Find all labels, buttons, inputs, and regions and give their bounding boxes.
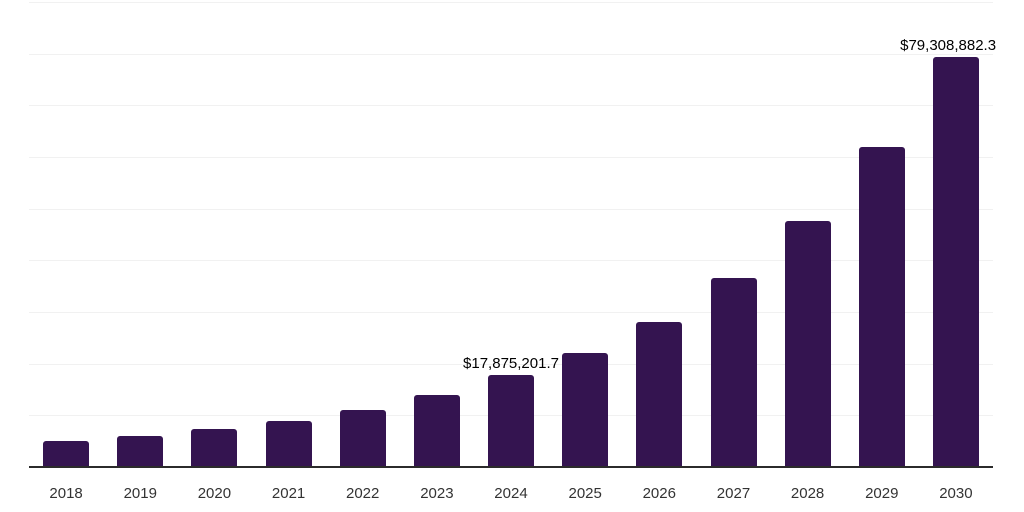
gridline	[29, 208, 993, 210]
x-tick-label-2018: 2018	[49, 485, 83, 502]
x-tick-label-2019: 2019	[123, 485, 157, 502]
gridline	[29, 312, 993, 313]
x-tick-label-2023: 2023	[420, 485, 454, 502]
bar-2021[interactable]	[265, 421, 312, 467]
data-label-2024: $17,875,201.7	[463, 354, 559, 372]
bar-2023[interactable]	[413, 395, 460, 467]
x-tick-label-2025: 2025	[568, 485, 602, 502]
bar-2026[interactable]	[636, 322, 683, 467]
bar-2020[interactable]	[191, 429, 238, 467]
x-tick-label-2029: 2029	[865, 485, 899, 502]
bar-2019[interactable]	[117, 436, 164, 467]
bar-2030[interactable]	[932, 57, 979, 467]
x-tick-label-2028: 2028	[790, 485, 825, 502]
x-tick-label-2027: 2027	[716, 485, 751, 502]
x-axis-line	[29, 466, 993, 468]
x-tick-label-2022: 2022	[346, 485, 380, 502]
x-tick-label-2024: 2024	[494, 485, 528, 502]
bar-2029[interactable]	[858, 147, 905, 467]
x-tick-label-2020: 2020	[197, 485, 232, 502]
gridline	[29, 363, 993, 365]
bar-2028[interactable]	[784, 221, 831, 467]
gridline	[29, 260, 993, 262]
x-tick-label-2026: 2026	[642, 485, 676, 502]
bar-2027[interactable]	[710, 277, 757, 467]
data-label-2030: $79,308,882.3	[900, 37, 997, 55]
bar-2025[interactable]	[562, 353, 609, 467]
gridline	[29, 157, 993, 158]
bar-2022[interactable]	[339, 410, 386, 467]
x-tick-label-2021: 2021	[271, 485, 306, 502]
gridline	[29, 53, 993, 55]
gridline	[29, 2, 993, 3]
gridline	[29, 105, 993, 107]
x-tick-label-2030: 2030	[939, 485, 973, 502]
bar-2024[interactable]	[488, 374, 534, 467]
bar-2018[interactable]	[43, 441, 90, 467]
